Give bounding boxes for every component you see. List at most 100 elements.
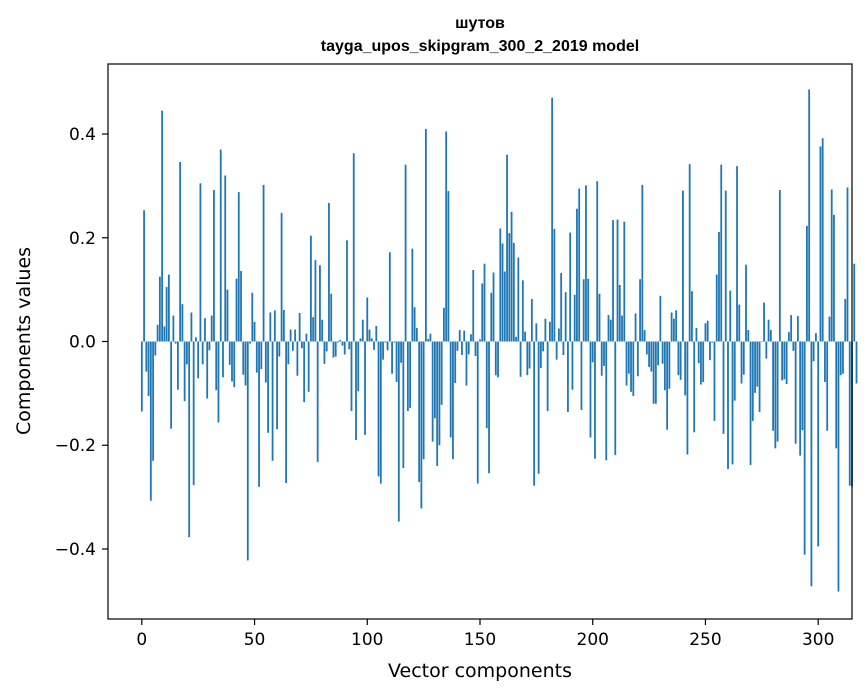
bar-component-132: [438, 341, 441, 446]
bar-component-116: [402, 341, 405, 469]
bar-component-225: [648, 341, 650, 367]
bar-component-157: [494, 341, 497, 376]
bar-component-248: [700, 341, 702, 385]
bar-component-26: [199, 183, 202, 342]
bar-component-256: [718, 232, 720, 342]
bar-component-46: [244, 341, 247, 386]
bar-component-304: [826, 341, 829, 431]
bar-component-168: [519, 341, 522, 377]
bar-component-297: [810, 341, 813, 587]
x-tick-label: 250: [689, 630, 721, 650]
bar-component-193: [576, 208, 578, 342]
bar-component-236: [672, 318, 675, 342]
bar-component-272: [754, 341, 756, 393]
x-tick-label: 100: [351, 630, 383, 650]
bar-component-237: [675, 310, 678, 342]
bar-component-242: [686, 341, 689, 455]
bar-component-263: [733, 341, 736, 401]
bar-component-44: [240, 270, 242, 342]
bar-component-96: [357, 341, 360, 392]
bar-component-77: [314, 260, 317, 342]
bar-component-3: [147, 341, 150, 396]
bar-component-276: [763, 302, 765, 342]
bar-component-122: [415, 328, 418, 342]
bar-component-230: [659, 295, 662, 342]
bar-component-285: [783, 341, 786, 380]
bar-component-252: [709, 341, 711, 361]
bar-component-202: [596, 181, 599, 342]
bar-component-282: [776, 341, 779, 442]
bar-component-28: [204, 318, 206, 342]
bar-component-181: [548, 321, 551, 342]
bar-component-200: [591, 341, 594, 363]
bar-component-241: [684, 341, 687, 396]
x-tick-label: 50: [244, 630, 266, 650]
bar-component-61: [278, 341, 281, 357]
bar-component-155: [490, 292, 493, 342]
bar-component-269: [747, 330, 750, 342]
bar-component-205: [603, 341, 605, 366]
bar-component-277: [765, 341, 768, 359]
bar-component-102: [370, 338, 373, 342]
bar-component-86: [334, 341, 337, 357]
bar-component-51: [255, 341, 258, 373]
bar-component-199: [589, 341, 592, 438]
bar-component-40: [231, 341, 233, 382]
bar-component-24: [195, 337, 197, 342]
bar-component-307: [833, 214, 835, 342]
bar-component-259: [724, 190, 727, 342]
bar-component-296: [808, 89, 811, 342]
bar-component-228: [654, 341, 657, 404]
bar-component-176: [537, 341, 540, 474]
bar-component-41: [233, 341, 236, 388]
bar-component-161: [503, 271, 506, 342]
bar-component-54: [262, 184, 265, 342]
bar-component-55: [264, 341, 267, 383]
bar-component-93: [350, 341, 353, 411]
bar-component-316: [853, 263, 856, 342]
bar-component-240: [682, 190, 684, 342]
bar-component-184: [555, 341, 558, 360]
bar-component-206: [605, 341, 608, 461]
bar-component-22: [190, 312, 193, 342]
bar-component-104: [375, 325, 378, 342]
bar-component-274: [758, 341, 761, 413]
bar-component-5: [152, 341, 154, 461]
bar-component-280: [772, 341, 774, 431]
bar-component-198: [587, 278, 590, 342]
bar-component-245: [693, 341, 696, 433]
bar-component-6: [154, 341, 157, 356]
bar-component-83: [328, 203, 330, 342]
y-tick-label: 0.2: [69, 229, 96, 249]
bar-component-108: [384, 341, 387, 343]
bar-component-113: [395, 341, 398, 382]
bar-component-289: [792, 341, 795, 351]
bar-component-73: [305, 333, 308, 342]
bar-component-119: [409, 341, 412, 408]
bar-component-126: [424, 128, 427, 342]
bar-component-66: [289, 329, 292, 342]
bar-component-271: [751, 341, 754, 421]
bar-component-151: [481, 283, 484, 342]
bar-component-166: [515, 336, 517, 342]
bar-component-219: [634, 313, 637, 342]
bar-component-298: [812, 341, 815, 362]
bar-component-99: [364, 341, 366, 435]
bar-component-115: [400, 341, 402, 363]
bar-component-124: [420, 341, 423, 509]
bar-component-4: [149, 341, 152, 501]
bar-component-180: [546, 341, 549, 411]
y-axis-label: Components values: [13, 247, 35, 435]
bar-component-255: [715, 274, 718, 342]
y-tick-label: 0.0: [69, 333, 96, 353]
bar-component-314: [848, 341, 851, 486]
bar-component-135: [445, 131, 448, 342]
bar-component-45: [242, 341, 245, 375]
bar-component-117: [404, 164, 407, 342]
bar-component-118: [406, 341, 409, 411]
bar-component-98: [361, 319, 364, 342]
bar-component-247: [697, 341, 700, 364]
bar-component-9: [161, 110, 164, 342]
bar-component-141: [458, 330, 461, 342]
